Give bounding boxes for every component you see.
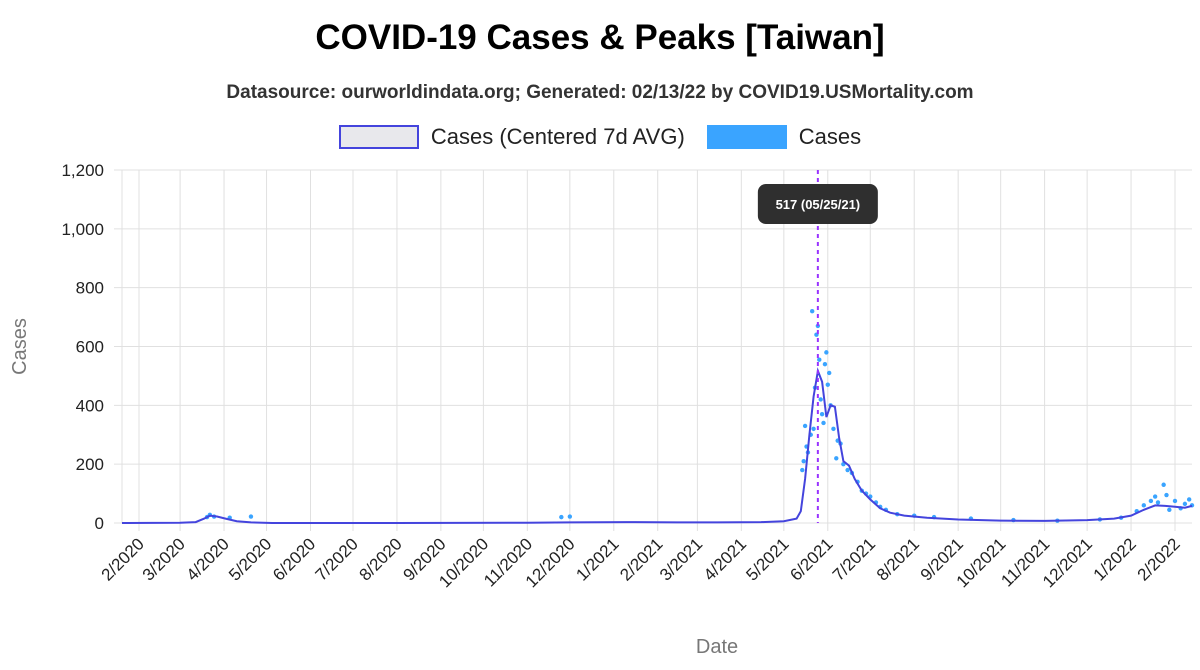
- y-tick-label: 400: [76, 396, 104, 415]
- data-point-cases: [821, 420, 826, 426]
- x-tick-label: 2/2021: [616, 534, 666, 584]
- peak-tooltip: 517 (05/25/21): [757, 184, 878, 224]
- data-point-cases: [819, 411, 825, 417]
- x-tick-label: 2/2020: [98, 534, 148, 584]
- data-point-cases: [248, 514, 254, 519]
- x-tick-label: 4/2021: [700, 534, 750, 584]
- data-point-cases: [1155, 500, 1161, 505]
- x-tick-label: 3/2021: [656, 534, 706, 584]
- data-point-cases: [826, 370, 832, 376]
- x-tick-label: 4/2020: [183, 534, 233, 584]
- data-point-cases: [1172, 498, 1178, 504]
- x-axis-title: Date: [696, 636, 738, 658]
- data-point-cases: [559, 514, 564, 520]
- tooltip-background: [757, 184, 878, 224]
- data-point-cases: [1161, 482, 1166, 487]
- x-tick-label: 3/2020: [139, 534, 189, 584]
- data-point-cases: [817, 357, 822, 362]
- x-tick-label: 8/2021: [873, 534, 923, 584]
- legend-label-avg: Cases (Centered 7d AVG): [430, 124, 685, 149]
- series-line-avg: [121, 367, 1193, 524]
- grid-lines: [114, 169, 1192, 531]
- x-tick-label: 1/2021: [572, 534, 622, 584]
- legend: Cases (Centered 7d AVG) Cases: [0, 124, 1200, 150]
- y-axis-title: Cases: [9, 318, 31, 375]
- data-point-cases: [818, 397, 823, 402]
- y-axis-ticks: 0 200 400 600 800 1,000 1,200: [61, 161, 104, 533]
- data-point-cases: [834, 456, 839, 461]
- data-point-cases: [831, 426, 836, 432]
- x-tick-label: 5/2020: [225, 534, 275, 584]
- y-tick-label: 800: [76, 279, 104, 298]
- x-tick-label: 1/2022: [1090, 534, 1140, 584]
- data-point-cases: [1141, 503, 1147, 508]
- data-point-cases: [809, 309, 815, 314]
- x-tick-label: 6/2021: [786, 534, 836, 584]
- legend-label-cases: Cases: [798, 124, 862, 149]
- data-point-cases: [825, 382, 830, 387]
- data-point-cases: [1164, 492, 1169, 498]
- x-tick-label: 6/2020: [269, 534, 319, 584]
- x-tick-label: 8/2020: [356, 534, 406, 584]
- data-point-cases: [824, 350, 829, 355]
- data-point-cases: [1186, 497, 1192, 502]
- data-point-cases: [567, 514, 573, 519]
- x-tick-label: 7/2021: [829, 534, 879, 584]
- data-point-cases: [801, 459, 806, 464]
- y-tick-label: 1,000: [61, 220, 104, 239]
- y-tick-label: 0: [95, 514, 104, 533]
- legend-swatch-cases: [706, 125, 787, 149]
- data-point-cases: [822, 361, 828, 367]
- data-point-cases: [1167, 507, 1172, 512]
- data-point-cases: [811, 426, 816, 432]
- x-tick-label: 7/2020: [312, 534, 362, 584]
- y-tick-label: 200: [76, 455, 104, 474]
- data-point-cases: [1148, 498, 1154, 504]
- legend-swatch-avg: [338, 125, 419, 149]
- x-axis-ticks: 2/20203/20204/20205/20206/20207/20208/20…: [98, 534, 1184, 591]
- tooltip-text: 517 (05/25/21): [776, 197, 861, 212]
- data-point-cases: [845, 467, 850, 473]
- data-point-cases: [1152, 494, 1158, 499]
- legend-item-cases[interactable]: Cases: [706, 124, 862, 150]
- chart-title: COVID-19 Cases & Peaks [Taiwan]: [315, 18, 885, 57]
- data-point-cases: [1182, 501, 1188, 507]
- x-tick-label: 5/2021: [742, 534, 792, 584]
- y-tick-label: 1,200: [61, 161, 104, 180]
- legend-item-avg[interactable]: Cases (Centered 7d AVG): [338, 124, 685, 150]
- data-point-cases: [800, 467, 805, 473]
- chart-subtitle: Datasource: ourworldindata.org; Generate…: [226, 82, 974, 103]
- data-point-cases: [802, 423, 808, 429]
- y-tick-label: 600: [76, 338, 104, 357]
- x-tick-label: 2/2022: [1134, 534, 1184, 584]
